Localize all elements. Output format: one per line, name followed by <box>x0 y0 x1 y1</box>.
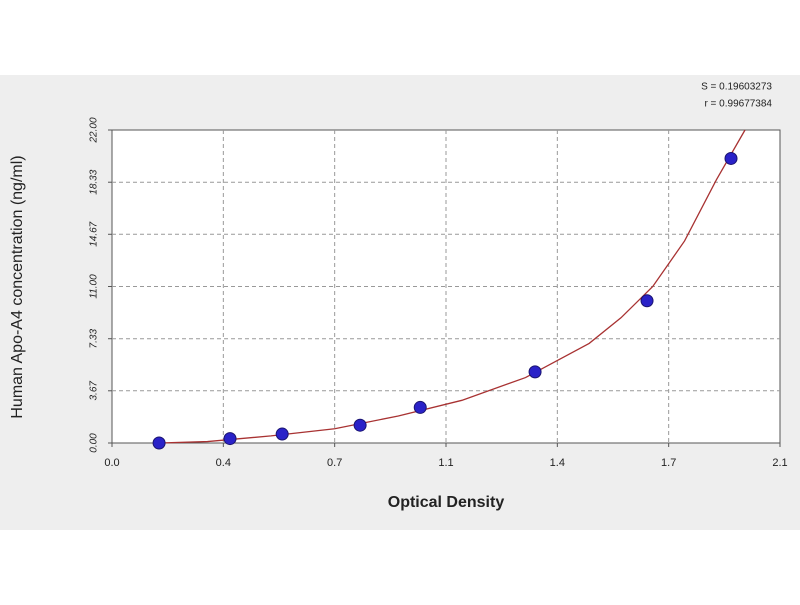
x-tick-label: 0.0 <box>104 457 119 469</box>
x-tick-label: 0.7 <box>327 457 342 469</box>
y-tick-label: 11.00 <box>89 274 100 299</box>
x-tick-label: 1.4 <box>550 457 565 469</box>
annotation: r = 0.99677384 <box>704 99 772 110</box>
x-tick-label: 1.7 <box>661 457 676 469</box>
data-point <box>152 436 166 450</box>
data-point <box>724 151 738 165</box>
y-axis-label: Human Apo-A4 concentration (ng/ml) <box>9 155 26 418</box>
annotation: S = 0.19603273 <box>701 82 772 93</box>
y-tick-label: 14.67 <box>89 221 100 246</box>
data-point <box>275 427 289 441</box>
x-tick-label: 0.4 <box>216 457 231 469</box>
fit-curve <box>159 129 746 444</box>
y-tick-label: 7.33 <box>89 329 100 349</box>
data-point <box>640 294 654 308</box>
y-tick-label: 0.00 <box>89 433 100 453</box>
data-point <box>353 418 367 432</box>
x-tick-label: 2.1 <box>772 457 787 469</box>
x-axis-label: Optical Density <box>388 494 505 511</box>
data-point <box>528 365 542 379</box>
data-point <box>223 432 237 446</box>
y-tick-label: 3.67 <box>89 381 100 401</box>
x-tick-label: 1.1 <box>438 457 453 469</box>
y-tick-label: 22.00 <box>89 117 100 143</box>
data-point <box>413 400 427 414</box>
y-tick-label: 18.33 <box>89 169 100 194</box>
